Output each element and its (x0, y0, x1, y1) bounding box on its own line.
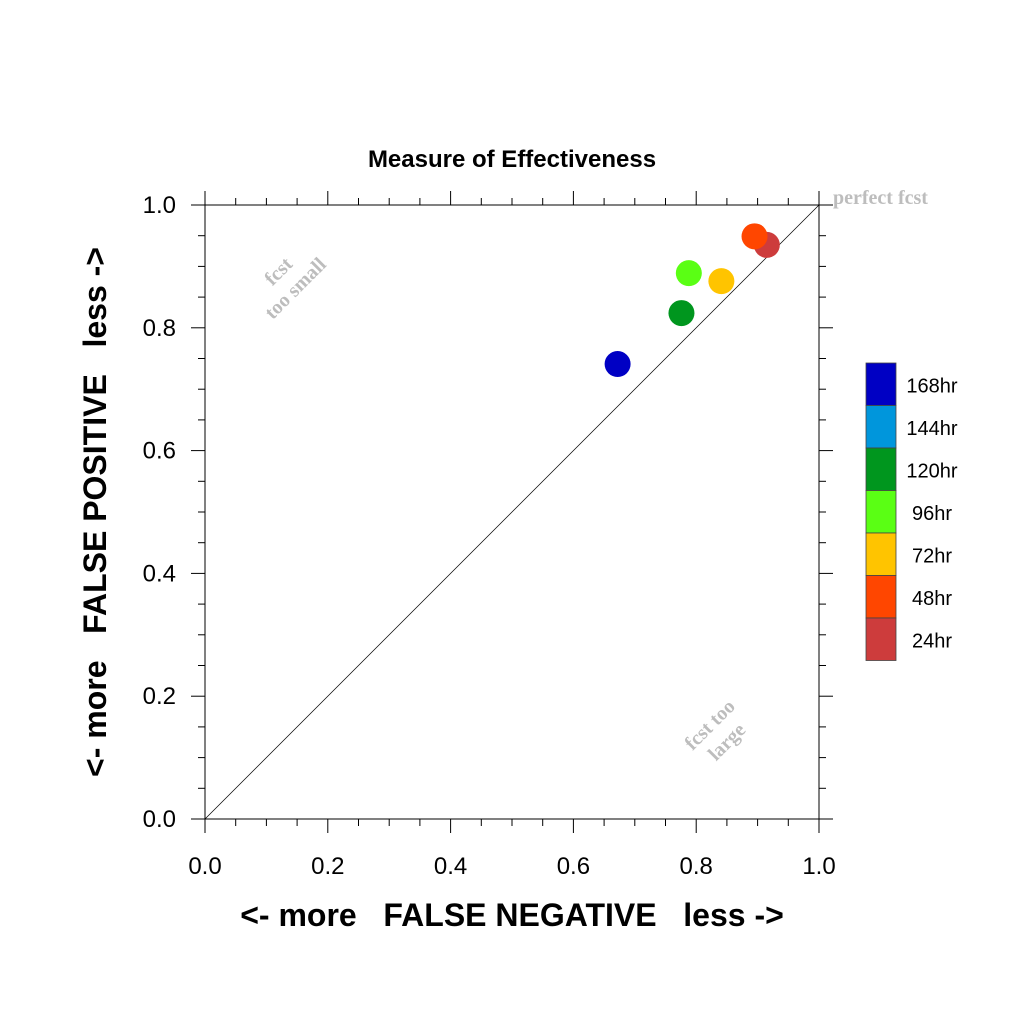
x-tick-label: 0.2 (311, 853, 344, 880)
legend-swatch-120hr (865, 447, 897, 491)
x-tick-label: 0.8 (680, 853, 713, 880)
axis-ticks: 0.0 0.2 0.4 0.6 0.8 1.0 0.0 0.2 0.4 0.6 0.8 1.0 (143, 191, 836, 880)
legend-swatch-72hr (865, 532, 897, 576)
legend-swatch-168hr (865, 362, 897, 406)
legend-swatch-48hr (865, 575, 897, 619)
point-168hr (604, 351, 631, 378)
y-tick-label: 0.2 (143, 683, 176, 710)
legend-label-144hr: 144hr (906, 418, 957, 440)
perfect-forecast-line (204, 204, 820, 820)
x-tick-label: 0.0 (188, 853, 221, 880)
annotation-perfect-fcst: perfect fcst (833, 187, 928, 209)
chart-title: Measure of Effectiveness (368, 146, 656, 173)
point-72hr (708, 268, 735, 295)
legend-label-168hr: 168hr (906, 375, 957, 397)
y-tick-label: 0.0 (143, 806, 176, 833)
legend-label-120hr: 120hr (906, 460, 957, 482)
y-tick-label: 0.6 (143, 438, 176, 465)
legend: 168hr 144hr 120hr 96hr 72hr 48hr 24hr (865, 362, 958, 661)
annotation-too-large: fcst too large (681, 696, 751, 766)
y-tick-label: 0.8 (143, 315, 176, 342)
y-tick-label: 1.0 (143, 192, 176, 219)
x-tick-label: 1.0 (802, 853, 835, 880)
x-tick-label: 0.4 (434, 853, 467, 880)
legend-swatch-96hr (865, 490, 897, 534)
y-axis-label: <- more FALSE POSITIVE less -> (77, 247, 113, 777)
x-tick-label: 0.6 (557, 853, 590, 880)
data-points (604, 223, 780, 378)
point-96hr (675, 260, 702, 287)
x-axis-label: <- more FALSE NEGATIVE less -> (240, 897, 784, 933)
annotation-too-small: fcst too small (260, 253, 331, 324)
point-48hr (741, 223, 768, 250)
legend-label-24hr: 24hr (912, 630, 952, 652)
legend-swatch-144hr (865, 405, 897, 449)
point-120hr (668, 300, 695, 327)
legend-swatch-24hr (865, 617, 897, 661)
y-tick-label: 0.4 (143, 560, 176, 587)
legend-label-72hr: 72hr (912, 545, 952, 567)
legend-label-48hr: 48hr (912, 588, 952, 610)
legend-label-96hr: 96hr (912, 503, 952, 525)
